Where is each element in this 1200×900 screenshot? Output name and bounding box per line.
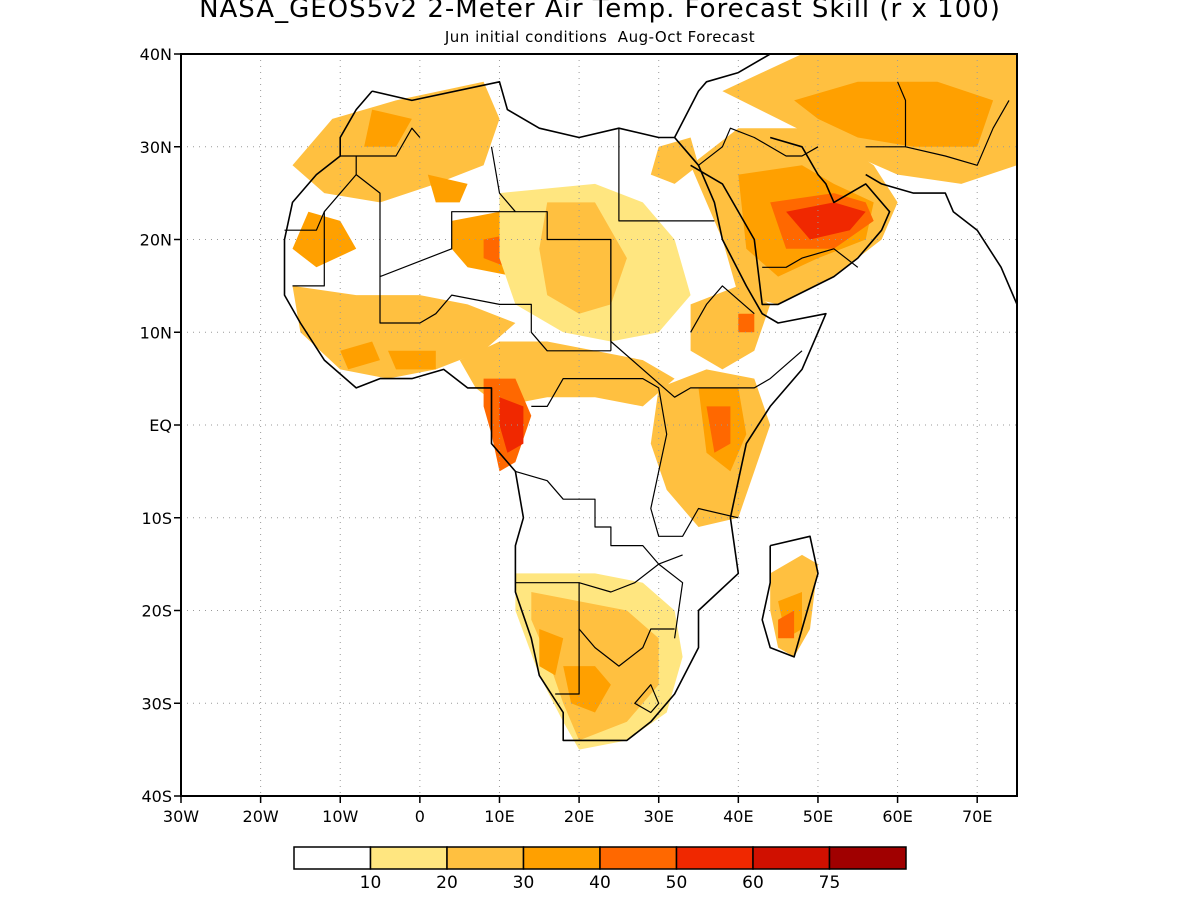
colorbar-label: 20 bbox=[436, 873, 458, 893]
country-border bbox=[490, 146, 516, 213]
skill-region-26 bbox=[738, 313, 755, 333]
y-tick-label: 40S bbox=[141, 787, 172, 806]
colorbar-swatch bbox=[293, 846, 372, 870]
skill-region-11 bbox=[388, 350, 436, 370]
country-border bbox=[284, 174, 357, 231]
coastline bbox=[761, 535, 819, 658]
colorbar-swatch bbox=[522, 846, 601, 870]
x-tick-label: 40E bbox=[723, 807, 753, 826]
country-border bbox=[698, 127, 819, 166]
coastline bbox=[283, 81, 827, 742]
skill-region-10 bbox=[340, 341, 380, 370]
x-tick-label: 70E bbox=[962, 807, 992, 826]
country-border bbox=[340, 127, 421, 157]
colorbar-swatch bbox=[599, 846, 678, 870]
country-border bbox=[610, 239, 803, 398]
skill-fill-layer bbox=[292, 54, 1017, 750]
y-tick-label: 40N bbox=[140, 45, 172, 64]
colorbar-label: 40 bbox=[589, 873, 611, 893]
y-tick-label: 20S bbox=[141, 602, 172, 621]
colorbar-swatch bbox=[369, 846, 448, 870]
skill-region-33 bbox=[778, 610, 795, 639]
country-border bbox=[905, 100, 1010, 166]
country-border bbox=[515, 470, 683, 565]
x-tick-label: 20W bbox=[243, 807, 279, 826]
x-tick-label: 10E bbox=[484, 807, 514, 826]
colorbar-swatch bbox=[446, 846, 525, 870]
country-border bbox=[292, 211, 325, 287]
y-tick-label: 30N bbox=[140, 138, 172, 157]
map-subtitle: Jun initial conditions Aug-Oct Forecast bbox=[444, 28, 756, 46]
skill-region-29 bbox=[563, 666, 611, 713]
colorbar-swatch bbox=[675, 846, 754, 870]
coastline bbox=[865, 173, 1017, 305]
coastline bbox=[673, 54, 771, 138]
x-tick-label: 10W bbox=[322, 807, 358, 826]
coastline bbox=[690, 136, 891, 306]
boundary-lines bbox=[283, 54, 1017, 742]
country-border bbox=[762, 248, 859, 268]
x-tick-label: 60E bbox=[882, 807, 912, 826]
country-border bbox=[865, 81, 907, 148]
colorbar-legend: 10 20 30 40 50 60 75 bbox=[293, 846, 907, 893]
skill-region-8 bbox=[539, 202, 627, 314]
country-border bbox=[634, 684, 660, 714]
skill-region-12 bbox=[650, 137, 699, 184]
colorbar-label: 30 bbox=[513, 873, 535, 893]
x-tick-label: 20E bbox=[564, 807, 594, 826]
colorbar-swatch bbox=[828, 846, 907, 870]
x-tick-label: 50E bbox=[803, 807, 833, 826]
country-border bbox=[355, 156, 612, 351]
colorbar-label: 10 bbox=[360, 873, 382, 893]
country-border bbox=[690, 285, 755, 333]
skill-region-18 bbox=[794, 81, 994, 147]
map-title: NASA_GEOS5v2 2-Meter Air Temp. Forecast … bbox=[199, 0, 1001, 24]
x-tick-label: 0 bbox=[415, 807, 425, 826]
skill-region-3 bbox=[364, 109, 412, 147]
colorbar-label: 75 bbox=[819, 873, 841, 893]
x-tick-label: 30W bbox=[163, 807, 199, 826]
country-border bbox=[618, 128, 715, 222]
country-border bbox=[555, 582, 580, 695]
country-border bbox=[578, 628, 675, 667]
y-tick-label: 10N bbox=[140, 323, 172, 342]
colorbar-label: 60 bbox=[742, 873, 764, 893]
axis-ticks: 30W 20W 10W 0 10E 20E 30E 40E 50E 60E 70E 40N 30N 20N… bbox=[140, 45, 993, 826]
skill-region-16 bbox=[786, 202, 866, 240]
skill-region-4 bbox=[427, 174, 468, 203]
y-tick-label: 30S bbox=[141, 694, 172, 713]
country-border bbox=[379, 276, 611, 352]
x-tick-label: 30E bbox=[643, 807, 673, 826]
y-tick-label: 10S bbox=[141, 509, 172, 528]
colorbar-label: 50 bbox=[666, 873, 688, 893]
colorbar-swatch bbox=[752, 846, 831, 870]
skill-region-24 bbox=[706, 406, 731, 453]
country-border bbox=[531, 378, 739, 537]
y-tick-label: 20N bbox=[140, 231, 172, 250]
skill-region-30 bbox=[539, 629, 564, 676]
y-tick-label: EQ bbox=[149, 416, 172, 435]
skill-region-25 bbox=[690, 285, 771, 370]
